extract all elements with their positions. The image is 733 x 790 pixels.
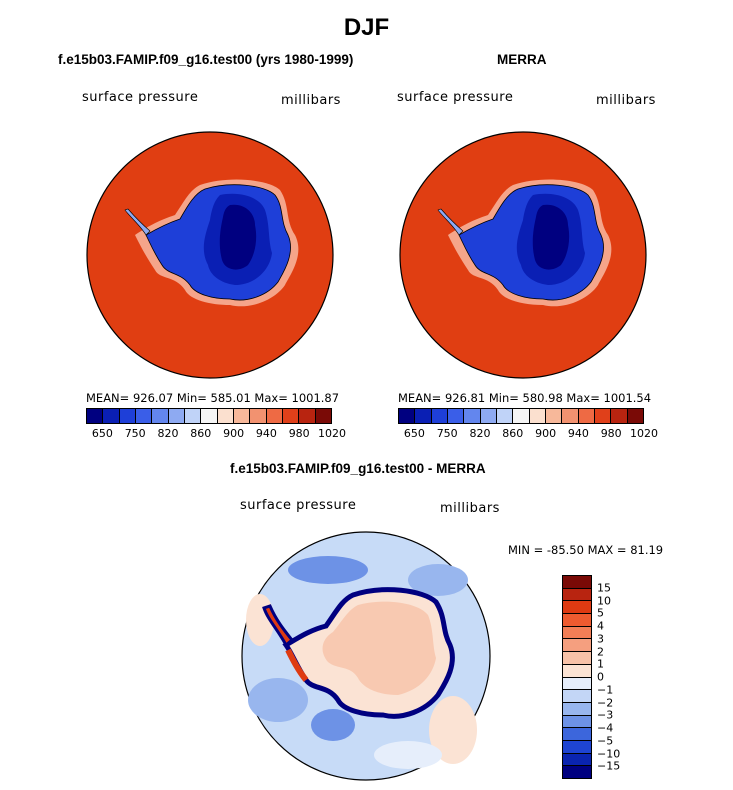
colorbar-tick-label: −3 <box>597 708 614 722</box>
colorbar-tick-label: 15 <box>597 581 611 595</box>
colorbar-swatch <box>299 409 316 423</box>
panel-3-units-label: millibars <box>440 501 500 516</box>
colorbar-swatch <box>217 409 234 423</box>
colorbar-tick-label: 1020 <box>630 427 658 440</box>
colorbar-tick-label: 4 <box>597 619 604 633</box>
colorbar-swatch <box>563 740 591 754</box>
colorbar-swatch <box>201 409 218 423</box>
colorbar-swatch <box>119 409 136 423</box>
colorbar-swatch <box>563 728 591 741</box>
colorbar-swatch <box>135 409 153 423</box>
panel-2-stats: MEAN= 926.81 Min= 580.98 Max= 1001.54 <box>398 391 652 405</box>
colorbar-swatch <box>563 677 591 691</box>
panel-3-colorbar <box>562 575 592 779</box>
colorbar-tick-label: 750 <box>436 427 458 440</box>
panel-3-title: f.e15b03.FAMIP.f09_g16.test00 - MERRA <box>230 461 486 476</box>
colorbar-swatch <box>431 409 448 423</box>
colorbar-swatch <box>563 614 591 627</box>
colorbar-swatch <box>496 409 514 423</box>
colorbar-tick-label: −10 <box>597 747 621 760</box>
colorbar-tick-label: 980 <box>600 427 622 440</box>
colorbar-swatch <box>563 601 591 615</box>
panel-3-stats: MIN = -85.50 MAX = 81.19 <box>508 543 664 557</box>
panel-1-stats: MEAN= 926.07 Min= 585.01 Max= 1001.87 <box>86 391 340 405</box>
colorbar-tick-label: 940 <box>567 427 589 440</box>
colorbar-swatch <box>480 409 497 423</box>
colorbar-swatch <box>529 409 546 423</box>
colorbar-swatch <box>250 409 267 423</box>
colorbar-tick-label: 980 <box>288 427 310 440</box>
colorbar-tick-label: 10 <box>597 594 611 607</box>
colorbar-swatch <box>399 409 416 423</box>
colorbar-swatch <box>87 409 104 423</box>
colorbar-swatch <box>184 409 202 423</box>
panel-1-colorbar-ticks: 650 750 820 860 900 940 980 1020 <box>86 427 346 441</box>
colorbar-tick-label: 0 <box>597 670 604 684</box>
colorbar-swatch <box>563 766 591 778</box>
colorbar-swatch <box>103 409 120 423</box>
colorbar-swatch <box>282 409 300 423</box>
colorbar-swatch <box>168 409 185 423</box>
panel-3-map <box>241 531 491 781</box>
colorbar-swatch <box>627 409 643 423</box>
colorbar-swatch <box>563 753 591 767</box>
colorbar-swatch <box>447 409 465 423</box>
panel-1-units-label: millibars <box>281 93 341 108</box>
colorbar-tick-label: 650 <box>403 427 425 440</box>
colorbar-swatch <box>152 409 169 423</box>
colorbar-swatch <box>545 409 563 423</box>
colorbar-swatch <box>563 664 591 678</box>
panel-2-field-label: surface pressure <box>397 90 514 105</box>
colorbar-swatch <box>563 639 591 653</box>
colorbar-tick-label: −1 <box>597 683 614 697</box>
colorbar-swatch <box>464 409 481 423</box>
colorbar-swatch <box>563 576 591 589</box>
panel-1-title: f.e15b03.FAMIP.f09_g16.test00 (yrs 1980-… <box>58 52 354 67</box>
colorbar-swatch <box>563 652 591 665</box>
colorbar-swatch <box>415 409 432 423</box>
colorbar-swatch <box>611 409 628 423</box>
colorbar-swatch <box>578 409 595 423</box>
colorbar-tick-label: 900 <box>535 427 557 440</box>
colorbar-swatch <box>594 409 612 423</box>
colorbar-tick-label: 860 <box>502 427 524 440</box>
panel-3-field-label: surface pressure <box>240 498 357 513</box>
colorbar-tick-label: 940 <box>255 427 277 440</box>
colorbar-swatch <box>233 409 251 423</box>
colorbar-tick-label: 820 <box>157 427 179 440</box>
colorbar-swatch <box>563 626 591 640</box>
colorbar-swatch <box>562 409 579 423</box>
colorbar-tick-label: 1 <box>597 657 604 671</box>
colorbar-tick-label: −4 <box>597 721 614 735</box>
colorbar-tick-label: −2 <box>597 696 614 709</box>
colorbar-tick-label: 3 <box>597 632 604 646</box>
colorbar-swatch <box>563 690 591 703</box>
colorbar-tick-label: −15 <box>597 759 621 773</box>
colorbar-tick-label: 5 <box>597 606 604 620</box>
colorbar-tick-label: 900 <box>223 427 245 440</box>
colorbar-tick-label: 650 <box>91 427 113 440</box>
panel-2-map <box>399 131 647 379</box>
panel-1-map <box>86 131 334 379</box>
colorbar-tick-label: 1020 <box>318 427 346 440</box>
panel-2-title: MERRA <box>497 52 547 67</box>
colorbar-swatch <box>563 588 591 602</box>
colorbar-swatch <box>266 409 283 423</box>
colorbar-swatch <box>513 409 530 423</box>
colorbar-tick-label: −5 <box>597 734 614 748</box>
panel-2-units-label: millibars <box>596 93 656 108</box>
panel-2-colorbar <box>398 408 644 424</box>
panel-3-colorbar-ticks: 15 10 5 4 3 2 1 0 −1 −2 −3 −4 −5 −10 −15 <box>597 575 637 779</box>
colorbar-swatch <box>563 715 591 729</box>
colorbar-swatch <box>563 702 591 716</box>
colorbar-tick-label: 750 <box>124 427 146 440</box>
panel-1-colorbar <box>86 408 332 424</box>
panel-1-field-label: surface pressure <box>82 90 199 105</box>
colorbar-tick-label: 2 <box>597 645 604 658</box>
panel-2-colorbar-ticks: 650 750 820 860 900 940 980 1020 <box>398 427 658 441</box>
colorbar-tick-label: 820 <box>469 427 491 440</box>
figure-title: DJF <box>343 14 390 41</box>
colorbar-tick-label: 860 <box>190 427 212 440</box>
colorbar-swatch <box>315 409 331 423</box>
